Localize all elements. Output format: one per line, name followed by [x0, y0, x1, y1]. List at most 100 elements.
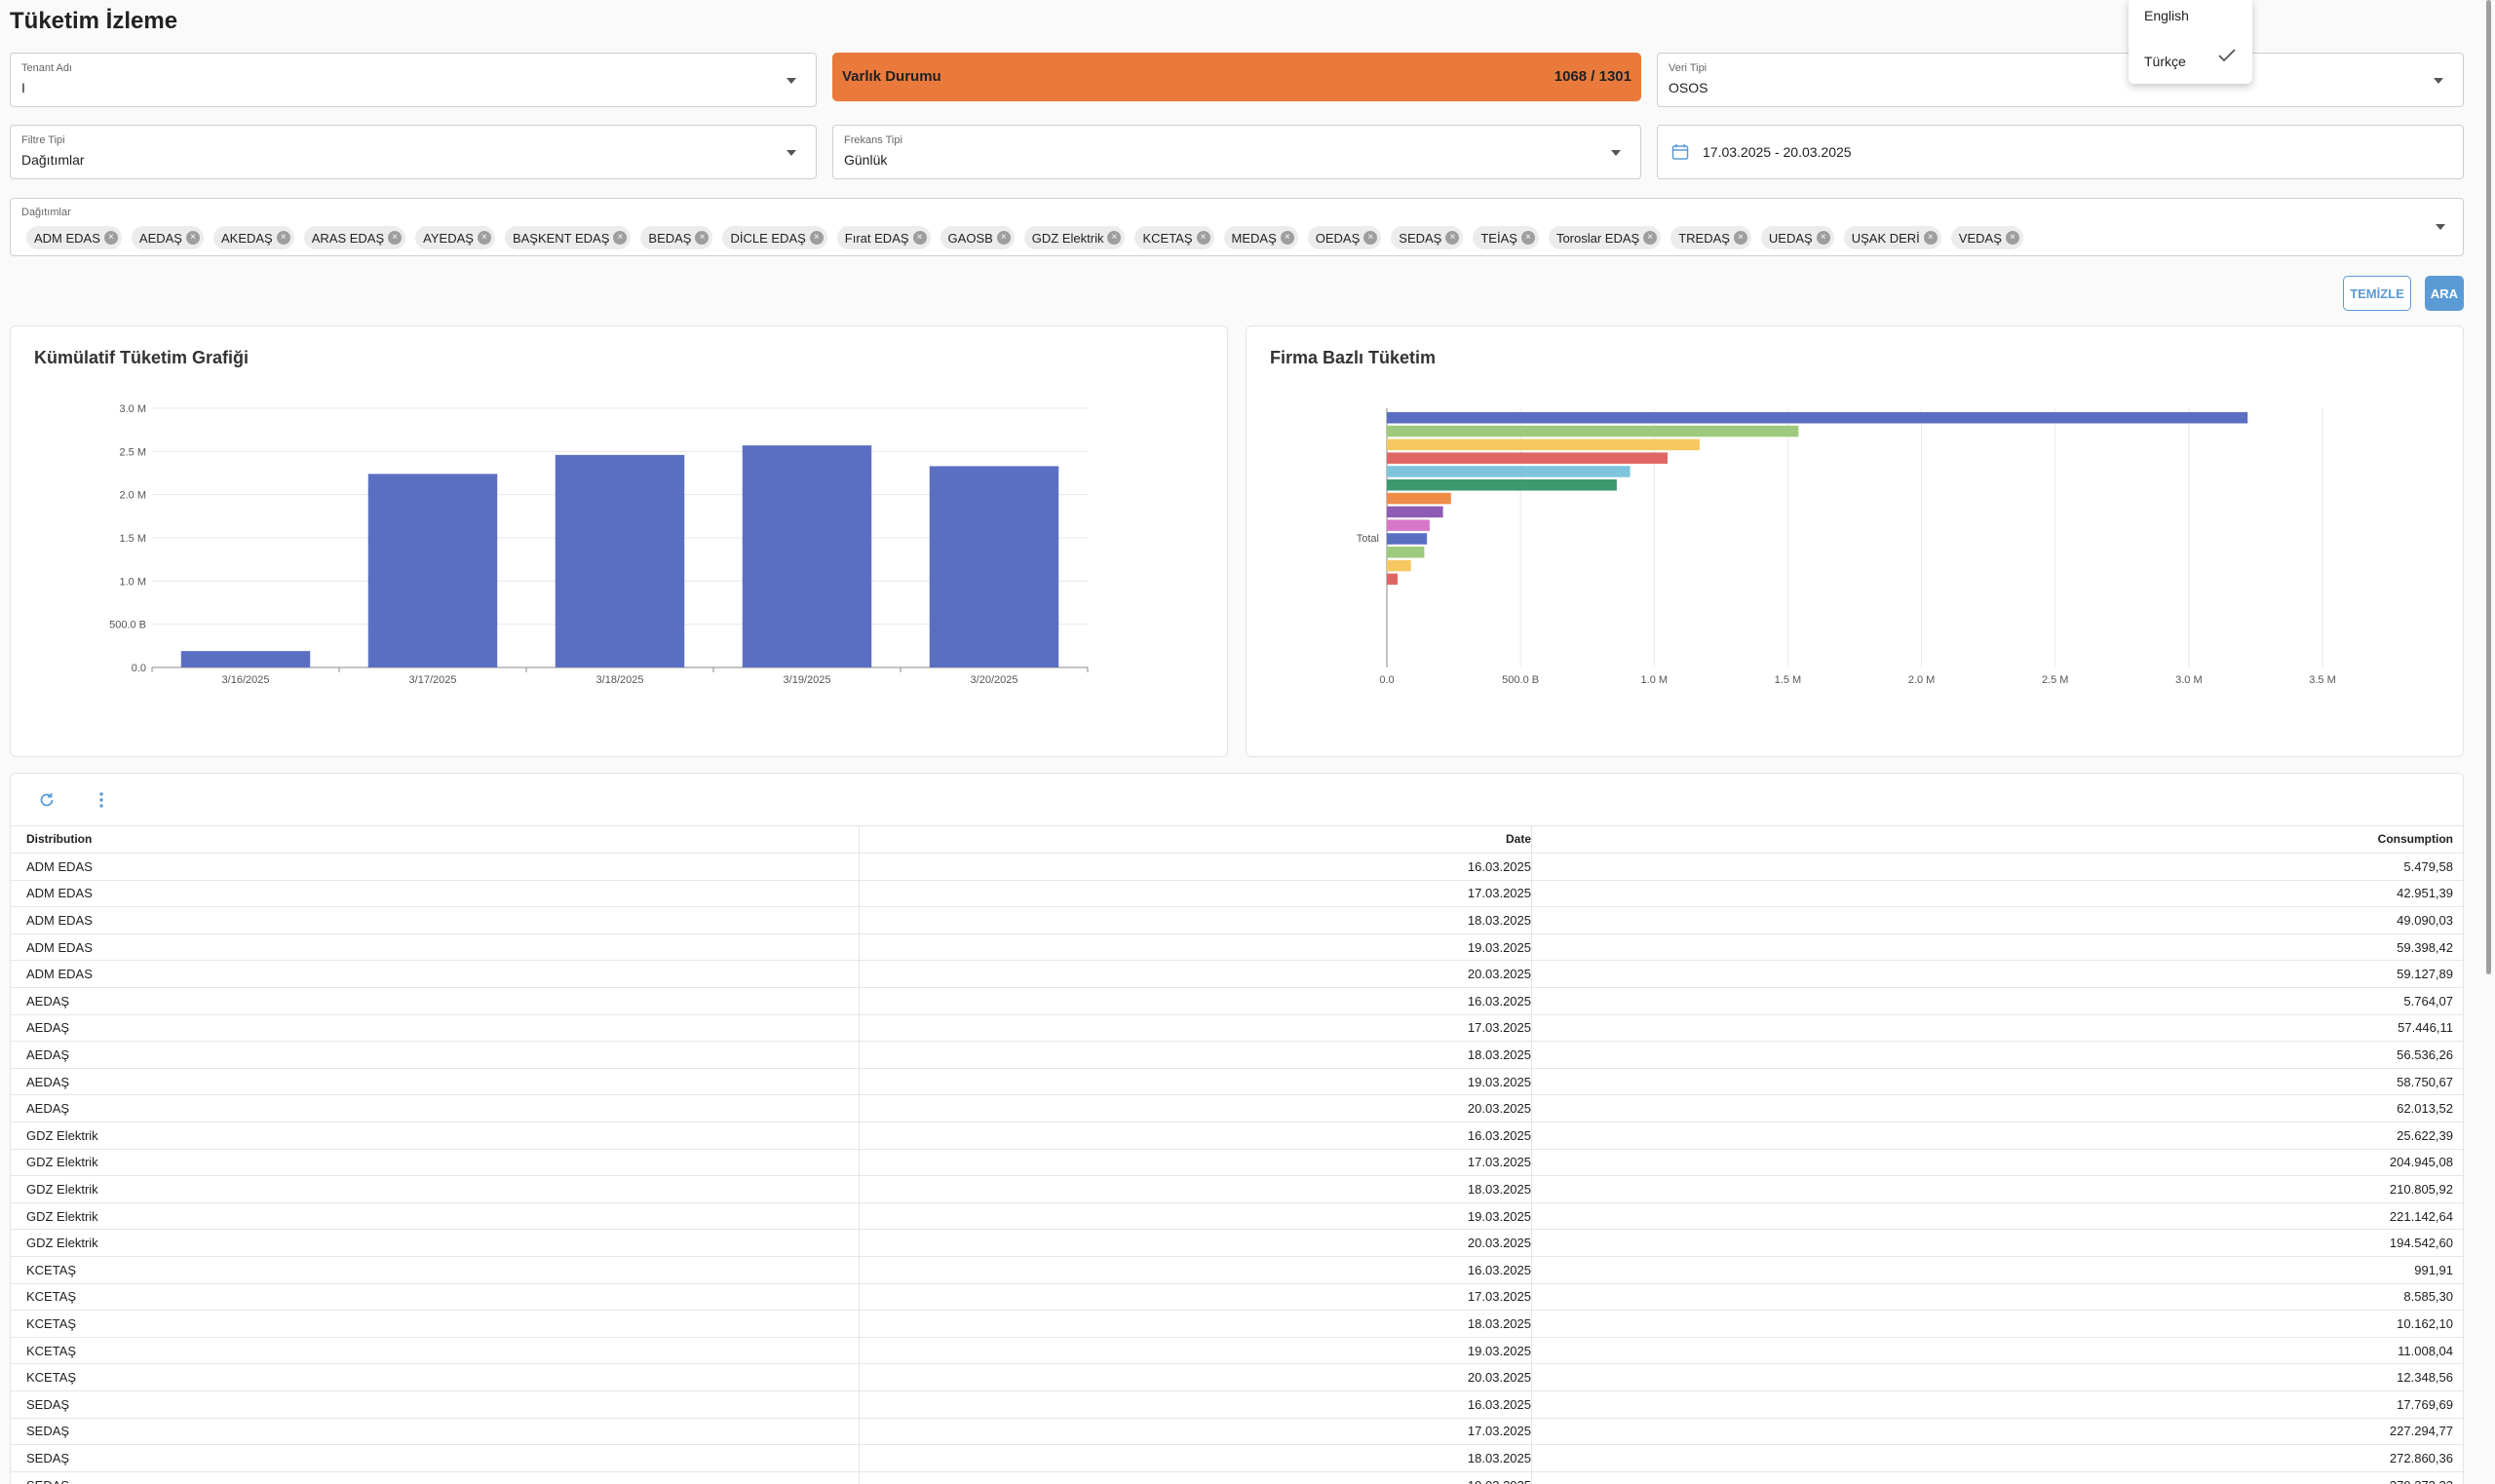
bar	[367, 474, 498, 667]
remove-chip-icon[interactable]: ×	[388, 231, 403, 245]
filter-type-label: Filtre Tipi	[21, 134, 65, 146]
table-row[interactable]: SEDAŞ 19.03.2025 279.372,22	[11, 1472, 2463, 1484]
remove-chip-icon[interactable]: ×	[695, 231, 710, 245]
cell-consumption: 5.479,58	[2403, 858, 2453, 874]
remove-chip-icon[interactable]: ×	[1520, 231, 1535, 245]
remove-chip-icon[interactable]: ×	[1196, 231, 1210, 245]
cell-distribution: GDZ Elektrik	[26, 1181, 98, 1197]
table-row[interactable]: ADM EDAS 16.03.2025 5.479,58	[11, 854, 2463, 881]
cell-consumption: 10.162,10	[2397, 1315, 2453, 1331]
distribution-chip: GDZ Elektrik ×	[1023, 226, 1126, 249]
bar	[1387, 425, 1799, 438]
cell-date: 18.03.2025	[1467, 1046, 1531, 1062]
distribution-chip: DİCLE EDAŞ ×	[722, 226, 827, 249]
table-row[interactable]: KCETAŞ 19.03.2025 11.008,04	[11, 1338, 2463, 1365]
remove-chip-icon[interactable]: ×	[1816, 231, 1830, 245]
table-row[interactable]: ADM EDAS 18.03.2025 49.090,03	[11, 907, 2463, 934]
x-tick-label: 1.0 M	[1641, 674, 1669, 686]
table-row[interactable]: KCETAŞ 16.03.2025 991,91	[11, 1257, 2463, 1284]
distribution-chip-label: AEDAŞ	[138, 230, 182, 246]
column-header-distribution[interactable]: Distribution	[26, 832, 93, 847]
data-type-select[interactable]: Veri Tipi OSOS	[1657, 53, 2464, 107]
tenant-select[interactable]: Tenant Adı I	[10, 53, 817, 107]
frequency-type-select[interactable]: Frekans Tipi Günlük	[832, 125, 1641, 179]
language-option-turkish[interactable]: Türkçe	[2144, 54, 2186, 69]
table-row[interactable]: ADM EDAS 19.03.2025 59.398,42	[11, 934, 2463, 962]
cell-consumption: 49.090,03	[2397, 912, 2453, 928]
remove-chip-icon[interactable]: ×	[276, 231, 290, 245]
remove-chip-icon[interactable]: ×	[1733, 231, 1747, 245]
table-row[interactable]: KCETAŞ 17.03.2025 8.585,30	[11, 1284, 2463, 1312]
remove-chip-icon[interactable]: ×	[996, 231, 1011, 245]
table-row[interactable]: SEDAŞ 17.03.2025 227.294,77	[11, 1419, 2463, 1446]
bar	[1387, 519, 1430, 531]
remove-chip-icon[interactable]: ×	[912, 231, 927, 245]
remove-chip-icon[interactable]: ×	[185, 231, 200, 245]
y-tick-label: 500.0 B	[109, 620, 146, 631]
table-row[interactable]: ADM EDAS 20.03.2025 59.127,89	[11, 961, 2463, 988]
cell-distribution: AEDAŞ	[26, 1074, 70, 1089]
table-row[interactable]: GDZ Elektrik 17.03.2025 204.945,08	[11, 1150, 2463, 1177]
filter-type-select[interactable]: Filtre Tipi Dağıtımlar	[10, 125, 817, 179]
table-row[interactable]: GDZ Elektrik 19.03.2025 221.142,64	[11, 1203, 2463, 1231]
clear-button[interactable]: TEMİZLE	[2343, 276, 2411, 311]
data-type-value: OSOS	[1669, 80, 1708, 95]
date-range-picker[interactable]: 17.03.2025 - 20.03.2025	[1657, 125, 2464, 179]
remove-chip-icon[interactable]: ×	[1363, 231, 1378, 245]
cell-date: 18.03.2025	[1467, 1315, 1531, 1331]
remove-chip-icon[interactable]: ×	[613, 231, 628, 245]
language-option-english[interactable]: English	[2144, 8, 2189, 23]
distribution-chip-label: BAŞKENT EDAŞ	[512, 230, 610, 246]
table-row[interactable]: AEDAŞ 18.03.2025 56.536,26	[11, 1042, 2463, 1069]
table-toolbar	[11, 774, 2463, 826]
remove-chip-icon[interactable]: ×	[1107, 231, 1122, 245]
table-row[interactable]: SEDAŞ 16.03.2025 17.769,69	[11, 1391, 2463, 1419]
remove-chip-icon[interactable]: ×	[103, 231, 118, 245]
distribution-chip: ADM EDAS ×	[26, 226, 122, 249]
column-header-consumption[interactable]: Consumption	[2377, 832, 2453, 847]
table-row[interactable]: ADM EDAS 17.03.2025 42.951,39	[11, 881, 2463, 908]
cell-consumption: 57.446,11	[2398, 1020, 2453, 1036]
distribution-chip: KCETAŞ ×	[1134, 226, 1214, 249]
column-header-date[interactable]: Date	[1505, 832, 1531, 847]
company-bar-chart: 0.0 500.0 B 1.0 M 1.5 M 2.0 M 2.5 M 3.0 M 3.5 M…	[1357, 408, 2336, 686]
remove-chip-icon[interactable]: ×	[477, 231, 491, 245]
table-row[interactable]: GDZ Elektrik 20.03.2025 194.542,60	[11, 1230, 2463, 1257]
cell-consumption: 272.860,36	[2389, 1450, 2453, 1465]
company-chart-title: Firma Bazlı Tüketim	[1270, 348, 1437, 367]
cell-consumption: 17.769,69	[2397, 1396, 2453, 1412]
cell-consumption: 59.127,89	[2397, 967, 2453, 982]
table-row[interactable]: KCETAŞ 20.03.2025 12.348,56	[11, 1364, 2463, 1391]
cell-consumption: 991,91	[2414, 1262, 2453, 1277]
refresh-icon[interactable]	[34, 787, 59, 813]
table-row[interactable]: AEDAŞ 20.03.2025 62.013,52	[11, 1095, 2463, 1123]
cell-distribution: KCETAŞ	[26, 1289, 77, 1305]
more-vert-icon[interactable]	[89, 787, 114, 813]
distribution-chip: AEDAŞ ×	[131, 226, 204, 249]
distribution-chip-label: Toroslar EDAŞ	[1555, 230, 1640, 246]
remove-chip-icon[interactable]: ×	[1445, 231, 1460, 245]
remove-chip-icon[interactable]: ×	[809, 231, 824, 245]
remove-chip-icon[interactable]: ×	[1643, 231, 1658, 245]
remove-chip-icon[interactable]: ×	[2005, 231, 2019, 245]
cell-consumption: 11.008,04	[2398, 1343, 2453, 1358]
page-scrollbar[interactable]	[2486, 0, 2491, 974]
cell-date: 17.03.2025	[1467, 886, 1531, 901]
table-row[interactable]: GDZ Elektrik 18.03.2025 210.805,92	[11, 1176, 2463, 1203]
distributions-multiselect[interactable]: Dağıtımlar ADM EDAS × AEDAŞ × AKEDAŞ × ARAS ED…	[10, 198, 2464, 256]
table-row[interactable]: AEDAŞ 17.03.2025 57.446,11	[11, 1015, 2463, 1043]
search-button[interactable]: ARA	[2425, 276, 2464, 311]
remove-chip-icon[interactable]: ×	[1923, 231, 1938, 245]
table-row[interactable]: KCETAŞ 18.03.2025 10.162,10	[11, 1311, 2463, 1338]
table-row[interactable]: AEDAŞ 19.03.2025 58.750,67	[11, 1069, 2463, 1096]
table-row[interactable]: AEDAŞ 16.03.2025 5.764,07	[11, 988, 2463, 1015]
cell-date: 16.03.2025	[1467, 1127, 1531, 1143]
filter-type-value: Dağıtımlar	[21, 152, 85, 168]
column-divider	[1531, 826, 1532, 1484]
cell-consumption: 279.372,22	[1541, 1472, 2453, 1484]
remove-chip-icon[interactable]: ×	[1280, 231, 1294, 245]
cell-consumption: 227.294,77	[2389, 1424, 2453, 1439]
table-row[interactable]: GDZ Elektrik 16.03.2025 25.622,39	[11, 1123, 2463, 1150]
cell-distribution: ADM EDAS	[26, 858, 93, 874]
table-row[interactable]: SEDAŞ 18.03.2025 272.860,36	[11, 1445, 2463, 1472]
